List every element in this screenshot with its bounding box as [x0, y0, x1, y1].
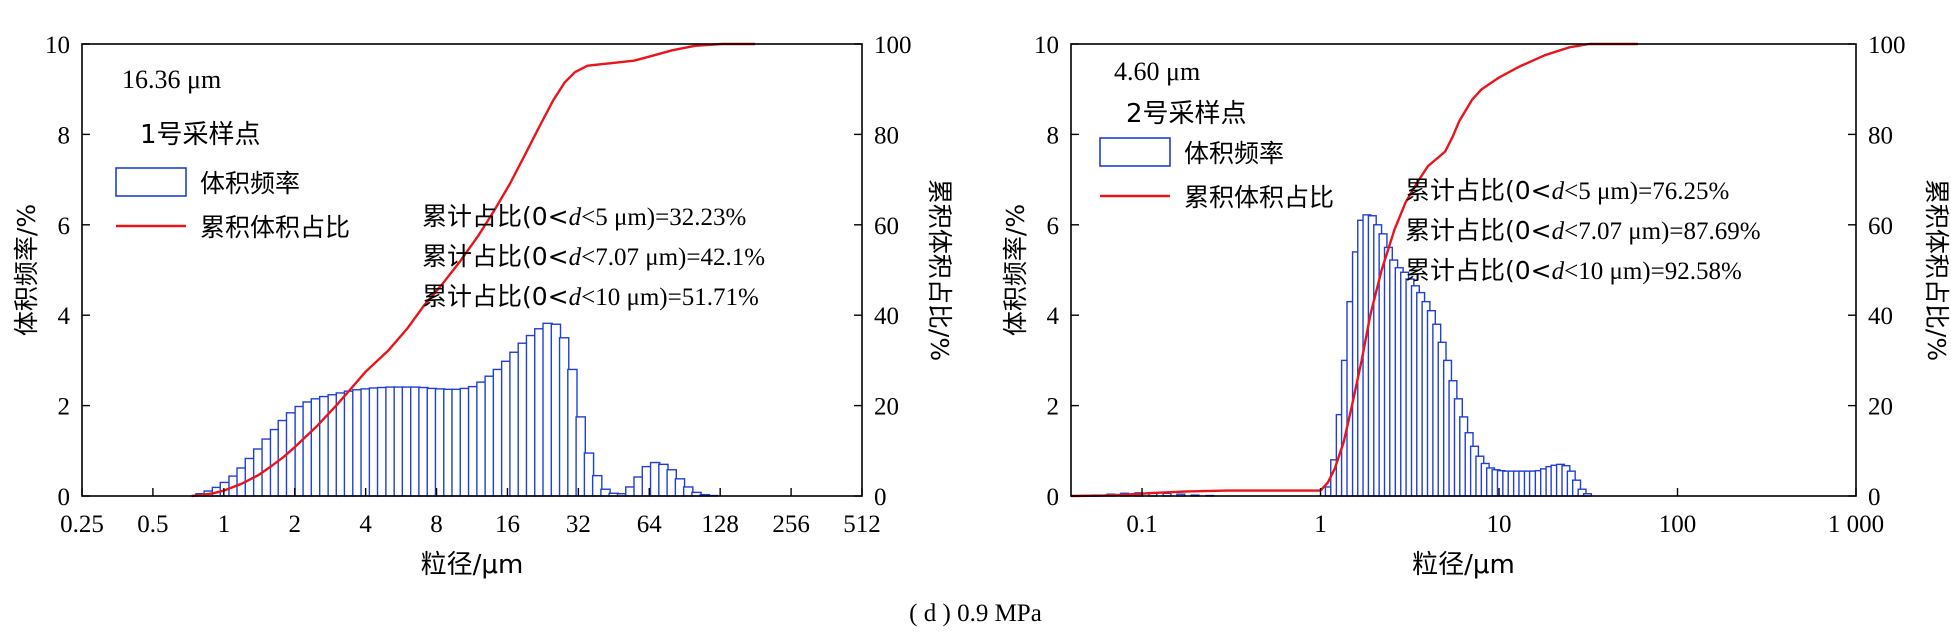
y-left-axis-label: 体积频率/%: [1001, 204, 1030, 336]
y-left-tick-label: 6: [1047, 213, 1060, 240]
x-tick-label: 10: [1487, 511, 1512, 538]
y-right-tick-label: 100: [874, 32, 912, 59]
stat-annotation: 累计占比(0<d<10 μm)=92.58%: [1405, 256, 1742, 285]
stat-prefix: 累计占比(0<: [422, 242, 569, 271]
median-annotation: 4.60 μm: [1114, 57, 1200, 86]
x-tick-label: 1: [218, 511, 231, 538]
x-tick-label: 128: [701, 511, 739, 538]
x-axis-label: 粒径/μm: [421, 550, 524, 580]
stat-suffix: <5 μm)=32.23%: [581, 204, 746, 231]
stat-prefix: 累计占比(0<: [1405, 176, 1552, 205]
y-right-tick-label: 20: [874, 394, 899, 421]
x-tick-label: 32: [566, 511, 591, 538]
y-left-axis-label: 体积频率/%: [12, 204, 41, 336]
stat-annotation: 累计占比(0<d<5 μm)=76.25%: [1405, 176, 1729, 205]
bar-series: [195, 322, 719, 497]
stat-variable: d: [1552, 258, 1565, 285]
stat-suffix: <7.07 μm)=42.1%: [581, 244, 765, 271]
plot-frame: [81, 43, 863, 497]
site-annotation: 2号采样点: [1126, 99, 1247, 129]
x-tick-label: 1: [1314, 511, 1327, 538]
y-left-tick-label: 8: [1047, 122, 1060, 149]
y-right-tick-label: 0: [1868, 484, 1881, 511]
y-right-tick-label: 100: [1868, 32, 1906, 59]
figure-caption: ( d ) 0.9 MPa: [909, 600, 1042, 627]
x-tick-label: 100: [1659, 511, 1697, 538]
site-annotation: 1号采样点: [140, 120, 261, 150]
x-axis-label: 粒径/μm: [1412, 550, 1515, 580]
x-tick-label: 16: [495, 511, 520, 538]
stat-prefix: 累计占比(0<: [1405, 216, 1552, 245]
stat-annotation: 累计占比(0<d<7.07 μm)=87.69%: [1405, 216, 1761, 245]
stat-variable: d: [569, 284, 582, 311]
stat-suffix: <10 μm)=92.58%: [1564, 258, 1742, 285]
stat-variable: d: [1552, 178, 1565, 205]
y-left-tick-label: 8: [58, 122, 71, 149]
cumulative-line: [191, 42, 756, 498]
stat-annotation: 累计占比(0<d<7.07 μm)=42.1%: [422, 242, 765, 271]
median-annotation: 16.36 μm: [122, 65, 221, 94]
x-tick-label: 8: [430, 511, 443, 538]
y-left-tick-label: 0: [58, 484, 71, 511]
y-right-tick-label: 80: [874, 122, 899, 149]
y-right-tick-label: 0: [874, 484, 887, 511]
y-left-tick-label: 2: [58, 394, 71, 421]
cumulative-line: [1070, 42, 1638, 498]
y-right-tick-label: 60: [874, 213, 899, 240]
y-right-axis-label: 累积体积占比/%: [925, 179, 954, 361]
stat-suffix: <7.07 μm)=87.69%: [1564, 218, 1760, 245]
x-tick-label: 0.1: [1126, 511, 1157, 538]
legend-bar-label: 体积频率: [1184, 139, 1284, 168]
x-tick-label: 0.25: [60, 511, 104, 538]
stat-prefix: 累计占比(0<: [422, 282, 569, 311]
stat-variable: d: [569, 204, 582, 231]
legend-bar-swatch: [115, 167, 187, 197]
x-tick-label: 512: [843, 511, 881, 538]
y-left-tick-label: 6: [58, 213, 71, 240]
y-right-tick-label: 80: [1868, 122, 1893, 149]
x-tick-label: 64: [637, 511, 663, 538]
plot-frame: [1070, 43, 1857, 497]
y-right-axis-label: 累积体积占比/%: [1922, 179, 1951, 361]
x-tick-label: 2: [288, 511, 301, 538]
stat-annotation: 累计占比(0<d<10 μm)=51.71%: [422, 282, 759, 311]
x-tick-label: 4: [359, 511, 372, 538]
y-right-tick-label: 40: [874, 303, 899, 330]
stat-variable: d: [1552, 218, 1565, 245]
stat-suffix: <5 μm)=76.25%: [1564, 178, 1729, 205]
x-tick-label: 1 000: [1828, 511, 1884, 538]
legend-bar-label: 体积频率: [200, 169, 300, 198]
stat-suffix: <10 μm)=51.71%: [581, 284, 759, 311]
y-left-tick-label: 10: [1034, 32, 1059, 59]
y-left-tick-label: 2: [1047, 394, 1060, 421]
stat-annotation: 累计占比(0<d<5 μm)=32.23%: [422, 202, 746, 231]
stat-variable: d: [569, 244, 582, 271]
y-left-tick-label: 4: [58, 303, 71, 330]
y-left-tick-label: 10: [45, 32, 70, 59]
stat-prefix: 累计占比(0<: [422, 202, 569, 231]
y-right-tick-label: 60: [1868, 213, 1893, 240]
y-right-tick-label: 40: [1868, 303, 1893, 330]
legend-line-label: 累积体积占比: [1184, 183, 1334, 212]
stat-prefix: 累计占比(0<: [1405, 256, 1552, 285]
y-left-tick-label: 4: [1047, 303, 1060, 330]
x-tick-label: 0.5: [137, 511, 168, 538]
y-right-tick-label: 20: [1868, 394, 1893, 421]
y-left-tick-label: 0: [1047, 484, 1060, 511]
x-tick-label: 256: [772, 511, 810, 538]
legend-bar-swatch: [1099, 137, 1171, 167]
legend-line-label: 累积体积占比: [200, 213, 350, 242]
